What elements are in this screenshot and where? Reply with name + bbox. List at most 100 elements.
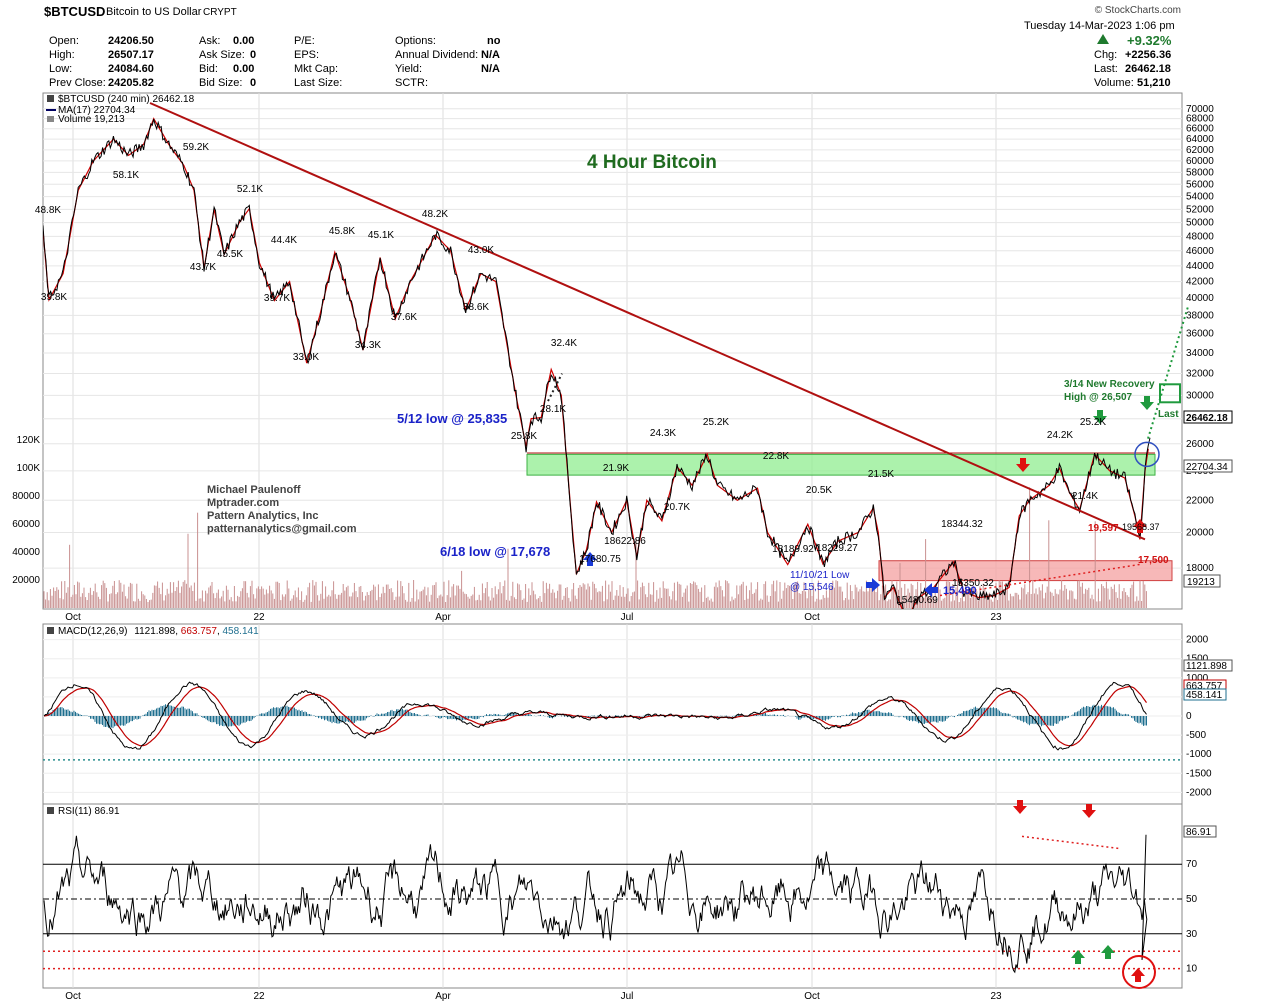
projection-line bbox=[547, 373, 563, 402]
green-arrow-icon bbox=[1093, 410, 1107, 424]
quote-label: Low: bbox=[49, 63, 73, 75]
quote-value: 51,210 bbox=[1137, 77, 1171, 89]
peak-label: 24.3K bbox=[650, 428, 676, 439]
quote-value: N/A bbox=[481, 49, 500, 61]
peak-label: 15480.69 bbox=[896, 595, 938, 606]
x-tick-label: 22 bbox=[253, 612, 265, 623]
change-pct: +9.32% bbox=[1127, 33, 1172, 48]
quote-label: Last: bbox=[1094, 63, 1118, 75]
legend-sep: , bbox=[217, 626, 223, 637]
y-tick-label: 52000 bbox=[1186, 204, 1214, 215]
legend-hist-value: 458.141 bbox=[223, 626, 260, 637]
x-tick-label: Oct bbox=[804, 991, 820, 1002]
peak-label: 24.2K bbox=[1047, 430, 1073, 441]
macd-line bbox=[43, 681, 1147, 751]
y-tick-label: -500 bbox=[1186, 730, 1206, 741]
y-tick-label: -2000 bbox=[1186, 787, 1212, 798]
quote-label: Ask: bbox=[199, 35, 221, 47]
ma-price-label: 22704.34 bbox=[1186, 462, 1228, 473]
y-tick-label: 18000 bbox=[1186, 563, 1214, 574]
downtrend-line bbox=[149, 102, 1146, 541]
macd-panel bbox=[42, 623, 1183, 805]
y-tick-label: 54000 bbox=[1186, 192, 1214, 203]
peak-label: 39.7K bbox=[264, 293, 290, 304]
peak-label: 48.8K bbox=[35, 205, 61, 216]
rsi-low-circle bbox=[1122, 955, 1156, 989]
low-1110b-label: @ 15,546 bbox=[790, 582, 834, 593]
peak-label: 18189.92 bbox=[772, 544, 814, 555]
legend-swatch-icon bbox=[47, 807, 54, 814]
peak-label: 58.1K bbox=[113, 170, 139, 181]
chart-title: 4 Hour Bitcoin bbox=[587, 152, 717, 173]
legend-signal-value: 663.757 bbox=[181, 626, 218, 637]
quote-value: no bbox=[487, 35, 501, 47]
peak-label: 21.9K bbox=[603, 463, 629, 474]
red-arrow-icon bbox=[1013, 800, 1027, 814]
quote-value: 24084.60 bbox=[108, 63, 154, 75]
author-line: Mptrader.com bbox=[207, 497, 279, 509]
volume-tick-label: 60000 bbox=[12, 519, 40, 530]
exchange: CRYPT bbox=[203, 7, 237, 18]
last-word-label: Last bbox=[1158, 409, 1179, 420]
x-tick-label: Oct bbox=[65, 612, 81, 623]
x-tick-label: Oct bbox=[65, 991, 81, 1002]
blue-arrow-icon bbox=[583, 552, 597, 566]
legend-swatch-icon bbox=[47, 95, 54, 102]
red-arrow-icon bbox=[1131, 968, 1145, 982]
low-15480-label: 15,480 bbox=[943, 585, 977, 597]
y-tick-label: 56000 bbox=[1186, 179, 1214, 190]
peak-label: 59.2K bbox=[183, 142, 209, 153]
y-tick-label: 26000 bbox=[1186, 439, 1214, 450]
y-tick-label: 1500 bbox=[1186, 654, 1209, 665]
legend-macd-value: 1121.898 bbox=[134, 626, 175, 637]
y-tick-label: 32000 bbox=[1186, 369, 1214, 380]
recovery-label-2: High @ 26,507 bbox=[1064, 392, 1133, 403]
support-zones bbox=[526, 452, 1173, 582]
peak-label: 18622.86 bbox=[604, 536, 646, 547]
peak-label: 43.7K bbox=[190, 262, 216, 273]
peak-label: 52.1K bbox=[237, 184, 263, 195]
red-arrow-icon bbox=[1133, 519, 1147, 533]
blue-arrow-icon bbox=[924, 583, 938, 597]
low-1110-label: 11/10/21 Low bbox=[790, 570, 850, 581]
quote-label: Options: bbox=[395, 35, 436, 47]
y-tick-label: 66000 bbox=[1186, 124, 1214, 135]
peak-label: 17680.75 bbox=[579, 554, 621, 565]
quote-value: 0.00 bbox=[233, 63, 255, 75]
legend-macd: MACD(12,26,9) 1121.898, 663.757, 458.141 bbox=[58, 626, 259, 637]
peak-label: 34.3K bbox=[355, 340, 381, 351]
peak-label: 28.1K bbox=[540, 404, 566, 415]
x-tick-label: Jul bbox=[621, 612, 634, 623]
x-tick-label: Jul bbox=[621, 991, 634, 1002]
rsi-box bbox=[1183, 825, 1217, 838]
rising-support-line bbox=[939, 563, 1141, 597]
peak-label: 39.8K bbox=[41, 292, 67, 303]
peak-label: 32.4K bbox=[551, 338, 577, 349]
quote-value: 24205.82 bbox=[108, 77, 154, 89]
peak-label: 43.0K bbox=[468, 245, 494, 256]
macd-box bbox=[1183, 659, 1233, 672]
peak-label: 48.2K bbox=[422, 209, 448, 220]
x-tick-label: 22 bbox=[253, 991, 265, 1002]
price-panel bbox=[42, 92, 1183, 610]
brand-link[interactable]: © StockCharts.com bbox=[1094, 5, 1181, 16]
rsi-panel bbox=[42, 803, 1183, 989]
quote-label: Yield: bbox=[395, 63, 423, 75]
quote-label: EPS: bbox=[294, 49, 320, 61]
x-tick-label: Oct bbox=[804, 612, 820, 623]
rsi-series bbox=[43, 834, 1182, 974]
hist-box bbox=[1183, 688, 1227, 701]
quote-value: N/A bbox=[481, 63, 500, 75]
y-tick-label: 46000 bbox=[1186, 246, 1214, 257]
x-tick-label: 23 bbox=[990, 612, 1002, 623]
price-legend: $BTCUSD (240 min) 26462.18 MA(17) 22704.… bbox=[46, 94, 195, 125]
grid-lines bbox=[43, 93, 1182, 988]
volume-tick-label: 20000 bbox=[12, 575, 40, 586]
last-price-label: 26462.18 bbox=[1186, 413, 1228, 424]
volume-tick-label: 40000 bbox=[12, 547, 40, 558]
green-arrow-icon bbox=[1071, 950, 1085, 964]
volume-bars bbox=[43, 487, 1147, 608]
quote-value: 26462.18 bbox=[1125, 63, 1171, 75]
y-tick-label: 1000 bbox=[1186, 673, 1209, 684]
